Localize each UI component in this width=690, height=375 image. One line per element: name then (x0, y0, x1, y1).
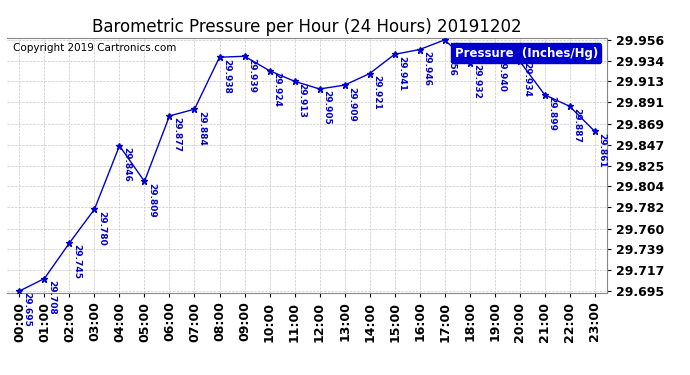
Text: 29.905: 29.905 (322, 90, 331, 125)
Text: 29.909: 29.909 (347, 87, 356, 122)
Text: 29.921: 29.921 (373, 75, 382, 110)
Text: 29.861: 29.861 (598, 133, 607, 168)
Text: 29.708: 29.708 (47, 280, 56, 315)
Text: 29.941: 29.941 (397, 56, 406, 91)
Text: 29.934: 29.934 (522, 63, 531, 98)
Text: 29.913: 29.913 (297, 82, 306, 117)
Text: 29.884: 29.884 (197, 111, 206, 146)
Text: 29.809: 29.809 (147, 183, 156, 218)
Text: 29.924: 29.924 (273, 72, 282, 107)
Text: 29.940: 29.940 (497, 57, 506, 92)
Legend: Pressure  (Inches/Hg): Pressure (Inches/Hg) (451, 44, 601, 63)
Text: 29.745: 29.745 (72, 244, 81, 279)
Text: Copyright 2019 Cartronics.com: Copyright 2019 Cartronics.com (13, 43, 176, 52)
Text: 29.939: 29.939 (247, 58, 256, 93)
Text: 29.938: 29.938 (222, 58, 231, 93)
Text: 29.695: 29.695 (22, 292, 31, 327)
Text: 29.946: 29.946 (422, 51, 431, 86)
Text: 29.877: 29.877 (172, 117, 181, 152)
Title: Barometric Pressure per Hour (24 Hours) 20191202: Barometric Pressure per Hour (24 Hours) … (92, 18, 522, 36)
Text: 29.780: 29.780 (97, 211, 106, 245)
Text: 29.887: 29.887 (573, 108, 582, 142)
Text: 29.956: 29.956 (447, 41, 456, 76)
Text: 29.932: 29.932 (473, 64, 482, 99)
Text: 29.899: 29.899 (547, 96, 556, 131)
Text: 29.846: 29.846 (122, 147, 131, 182)
